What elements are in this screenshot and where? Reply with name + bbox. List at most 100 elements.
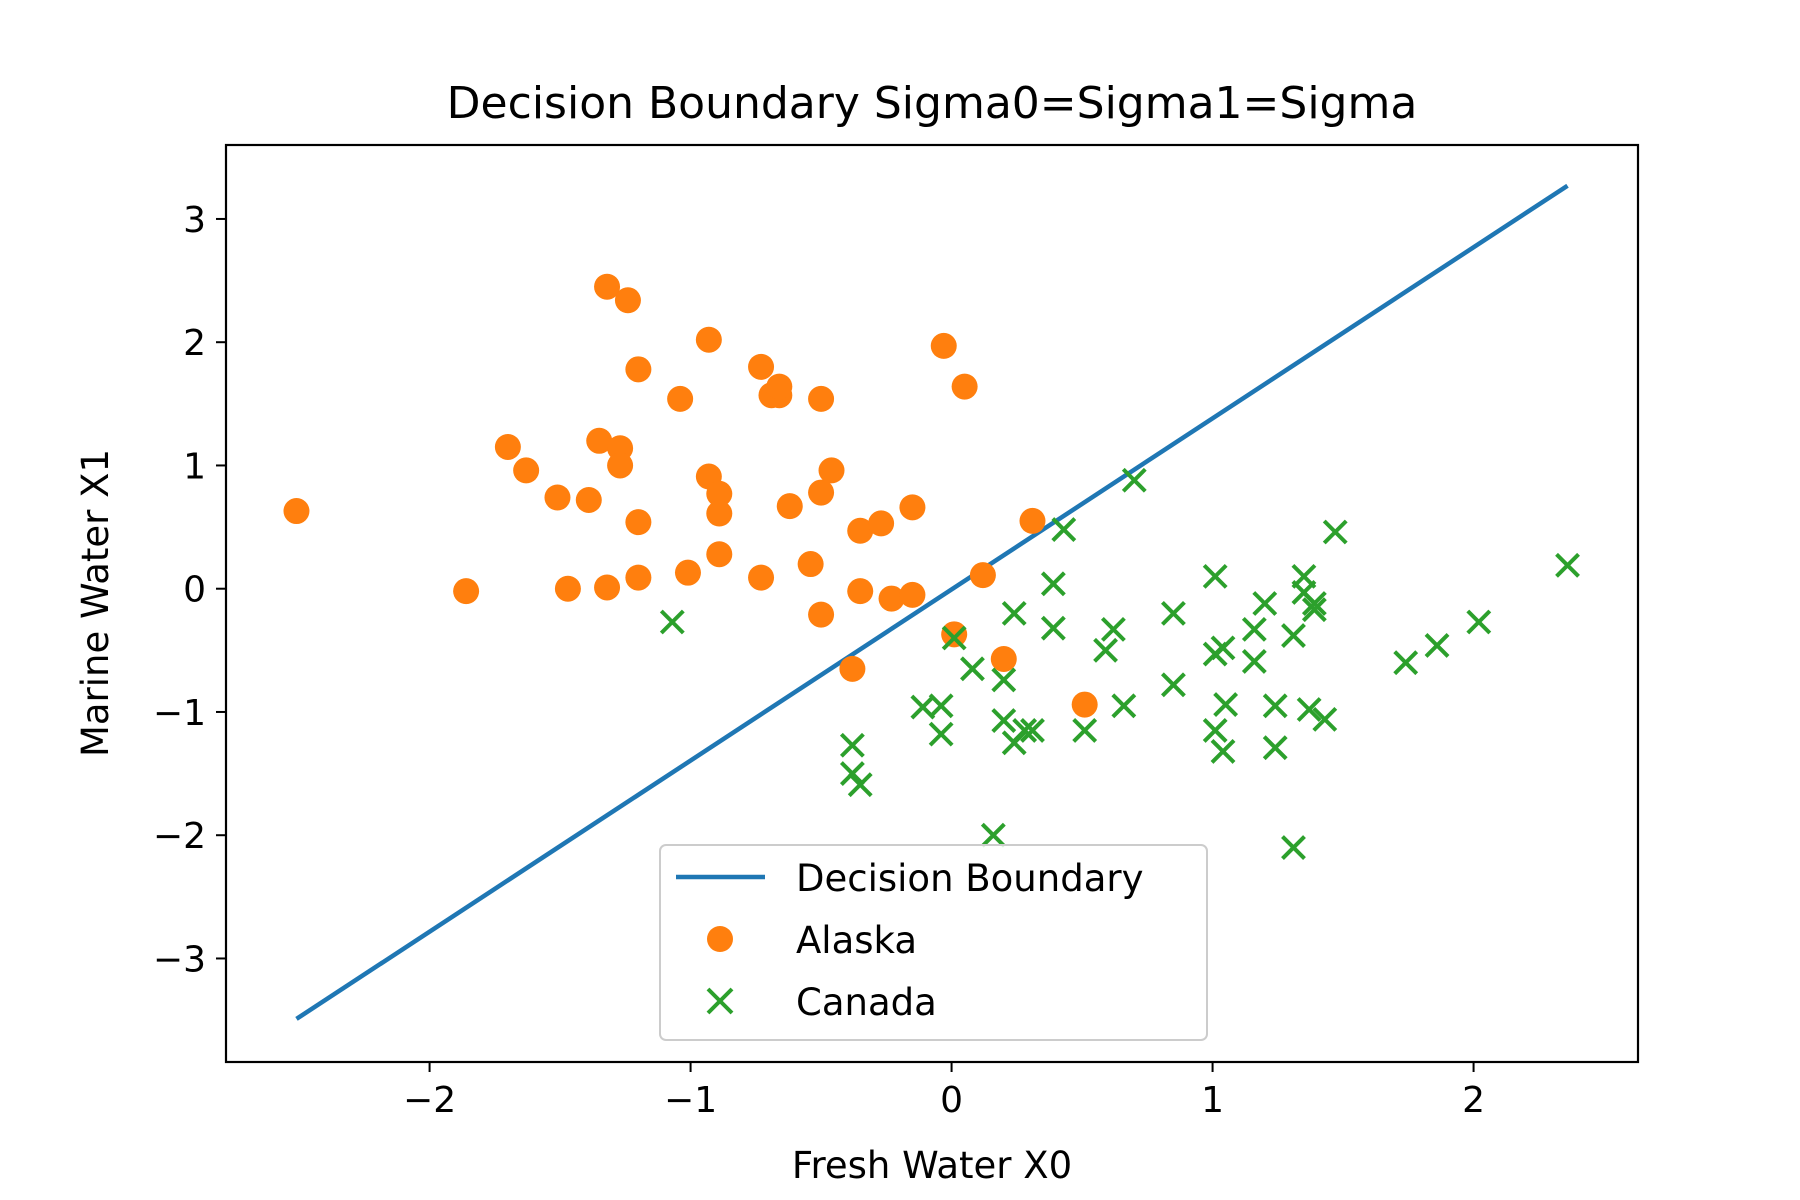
alaska-point [1019, 507, 1046, 534]
canada-point [659, 609, 685, 635]
alaska-point [808, 385, 835, 412]
alaska-point [706, 541, 733, 568]
alaska-point [748, 353, 775, 380]
canada-point [928, 693, 954, 719]
canada-point-stroke [1393, 650, 1419, 676]
alaska-point [625, 509, 652, 536]
alaska-point [969, 562, 996, 589]
canada-point-stroke [1312, 706, 1338, 732]
alaska-point [899, 494, 926, 521]
canada-point-stroke [1040, 571, 1066, 597]
canada-point-stroke [1262, 693, 1288, 719]
canada-point [1210, 738, 1236, 764]
canada-point [1322, 519, 1348, 545]
canada-point-stroke [1322, 519, 1348, 545]
canada-point [1262, 693, 1288, 719]
x-axis-ticks: −2 −1 0 1 2 [403, 1062, 1485, 1121]
alaska-point [818, 457, 845, 484]
canada-point-stroke [1100, 616, 1126, 642]
alaska-point [808, 601, 835, 628]
legend-frame [659, 844, 1208, 1041]
canada-point-stroke [1001, 600, 1027, 626]
canada-point [1281, 835, 1306, 860]
canada-point [1020, 718, 1045, 743]
alaska-point [667, 385, 694, 412]
canada-point [1301, 591, 1327, 616]
canada-point-stroke [1161, 672, 1186, 698]
y-tick-label: 2 [183, 323, 206, 364]
alaska-point [899, 581, 926, 608]
alaska-point [706, 480, 733, 507]
canada-point-stroke [1093, 637, 1118, 663]
alaska-point [494, 433, 521, 460]
alaska-point [586, 427, 613, 454]
canada-point-stroke [1424, 632, 1450, 658]
canada-point-stroke [1262, 735, 1288, 761]
canada-point [991, 708, 1017, 734]
canada-point [1213, 692, 1239, 717]
alaska-point [941, 621, 968, 648]
canada-point [1111, 693, 1137, 719]
canada-point [1424, 632, 1450, 658]
canada-point-stroke [941, 625, 967, 651]
canada-point [1466, 609, 1492, 635]
alaska-point [614, 287, 641, 314]
canada-point [1393, 650, 1419, 676]
alaska-point [674, 559, 701, 586]
y-tick-label: −2 [153, 816, 206, 857]
canada-point [1555, 552, 1580, 578]
legend-label-alaska: Alaska [796, 919, 917, 962]
alaska-point [797, 551, 824, 578]
canada-point [1252, 591, 1278, 616]
alaska-point [625, 564, 652, 591]
x-tick-label: −2 [403, 1080, 456, 1121]
canada-point-stroke [1020, 718, 1045, 743]
canada-point-stroke [1301, 591, 1327, 616]
canada-point [960, 656, 985, 682]
alaska-point [951, 373, 978, 400]
alaska-point [554, 575, 581, 602]
alaska-point [453, 578, 480, 605]
canada-point-stroke [847, 772, 873, 798]
canada-point-stroke [910, 694, 936, 720]
y-tick-label: 1 [183, 446, 206, 487]
canada-point-stroke [1202, 718, 1228, 743]
canada-point [847, 772, 873, 798]
canada-point-stroke [1241, 616, 1267, 642]
canada-point-stroke [1252, 591, 1278, 616]
canada-point-stroke [1040, 615, 1066, 641]
canada-point-stroke [1051, 517, 1077, 542]
canada-point-stroke [960, 656, 985, 682]
alaska-point [766, 373, 793, 400]
canada-point [1001, 600, 1027, 626]
canada-point [1241, 649, 1267, 674]
alaska-point [544, 484, 571, 511]
x-axis-label: Fresh Water X0 [792, 1144, 1072, 1187]
canada-point-stroke [991, 667, 1017, 693]
canada-point-stroke [980, 822, 1006, 848]
alaska-point [594, 574, 621, 601]
canada-point [839, 761, 865, 787]
alaska-point [839, 655, 866, 682]
canada-point-stroke [1210, 635, 1236, 661]
series-layer [283, 183, 1580, 1021]
legend: Decision Boundary Alaska Canada [659, 844, 1208, 1041]
alaska-point [808, 479, 835, 506]
chart-title: Decision Boundary Sigma0=Sigma1=Sigma [447, 78, 1418, 129]
canada-point [1296, 697, 1322, 722]
canada-point-stroke [839, 732, 865, 758]
canada-point [1281, 623, 1306, 648]
canada-point-stroke [839, 761, 865, 787]
canada-point-stroke [928, 721, 954, 747]
alaska-point [776, 493, 803, 520]
alaska-point [1071, 691, 1098, 718]
canada-point [1202, 718, 1228, 743]
canada-point-stroke [1111, 693, 1137, 719]
x-tick-label: 1 [1201, 1080, 1224, 1121]
y-tick-label: −1 [153, 693, 206, 734]
canada-point [991, 667, 1017, 693]
alaska-point [990, 645, 1017, 672]
canada-point [1312, 706, 1338, 732]
alaska-point [706, 500, 733, 527]
